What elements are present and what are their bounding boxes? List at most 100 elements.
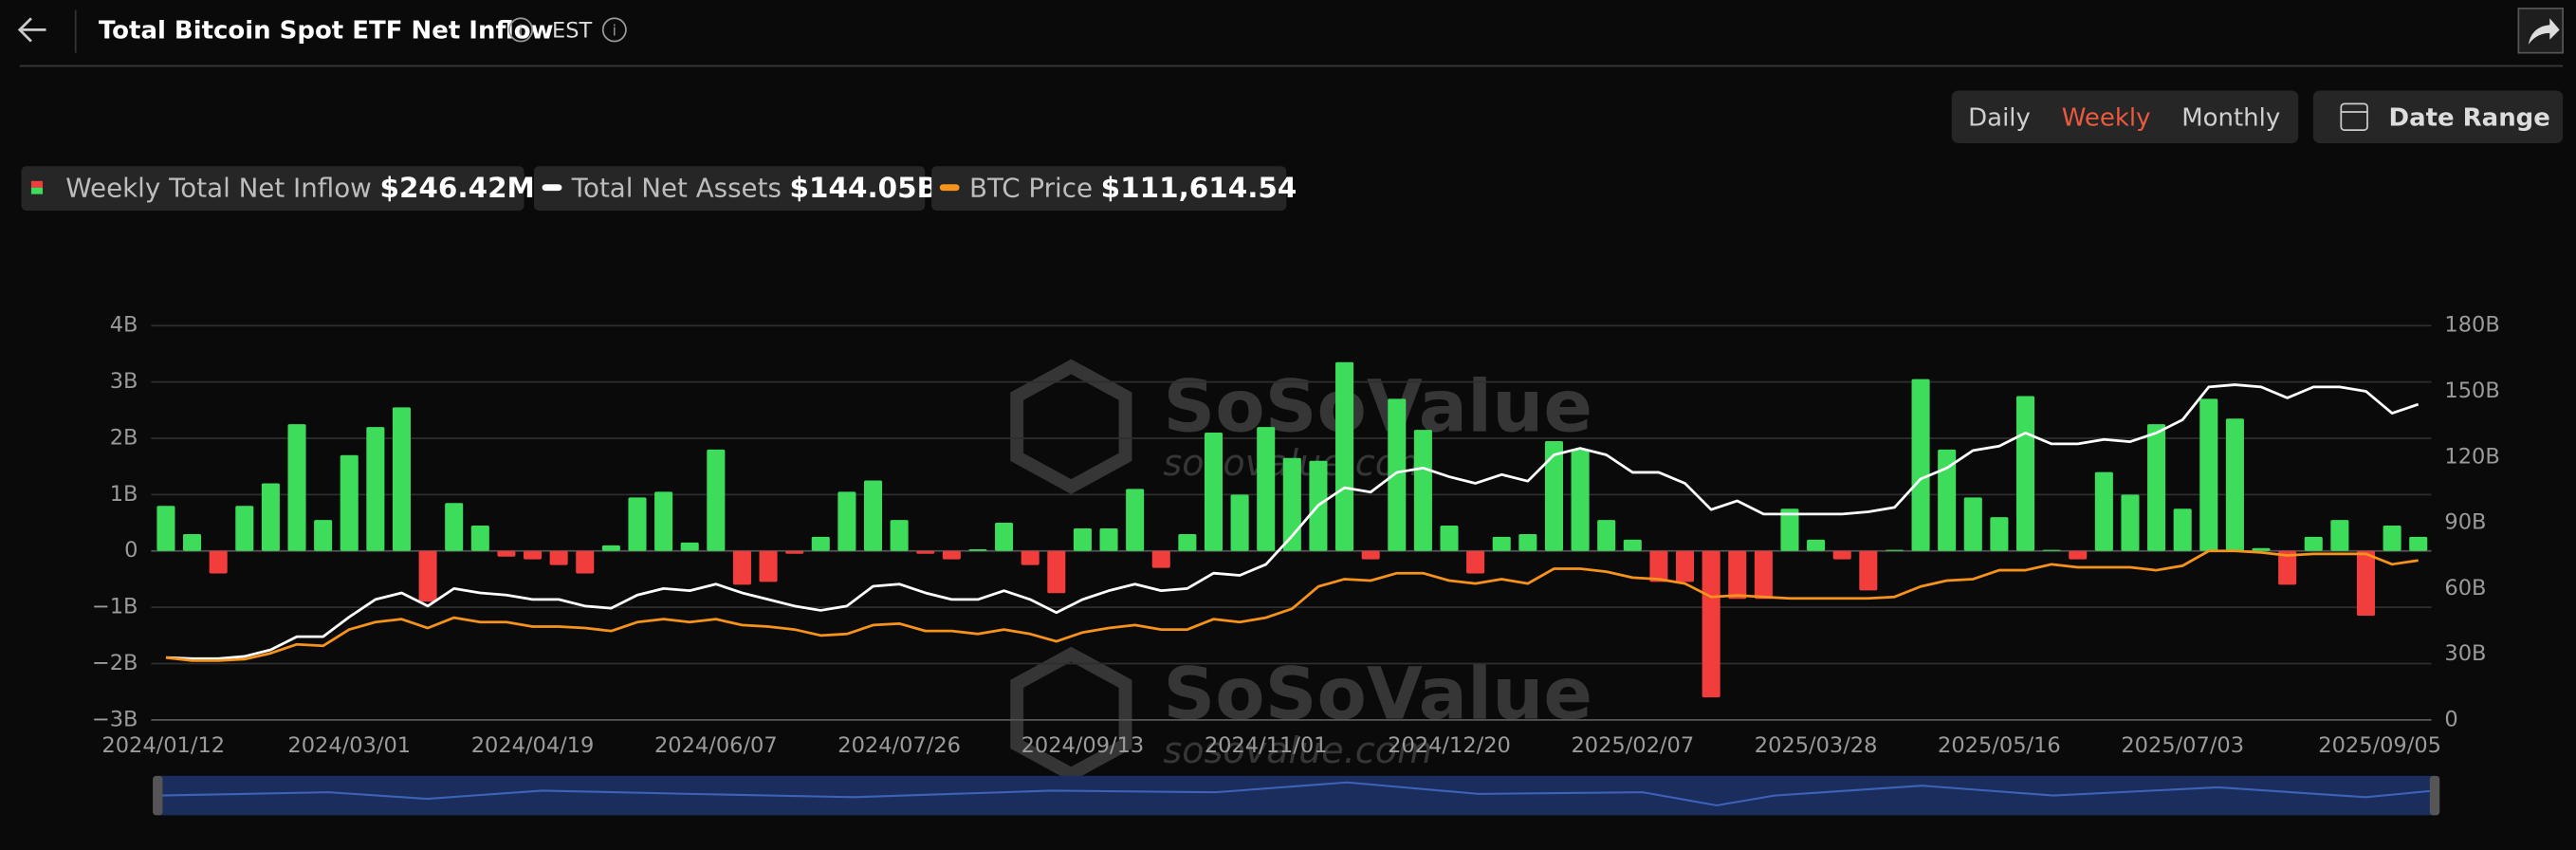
bar: [1702, 550, 1720, 698]
bar: [1623, 539, 1642, 551]
bar: [2330, 520, 2349, 551]
y2-tick-label: 120B: [2444, 444, 2499, 469]
bar: [2383, 526, 2401, 551]
period-button[interactable]: Weekly: [2062, 103, 2151, 132]
bar: [1518, 533, 1537, 551]
bar: [1126, 489, 1145, 551]
legend-swatch: [30, 180, 44, 188]
legend-label: BTC Price: [969, 172, 1093, 203]
legend-swatch: [30, 187, 44, 194]
bar: [1073, 528, 1092, 551]
bar: [863, 480, 883, 551]
legend-chip: [533, 166, 926, 211]
x-tick-label: 2024/06/07: [654, 733, 778, 758]
bar: [1492, 536, 1511, 551]
period-button[interactable]: Daily: [1968, 103, 2031, 132]
legend-label: Total Net Assets: [571, 172, 782, 203]
bar: [2094, 471, 2113, 551]
x-tick-label: 2024/03/01: [287, 733, 411, 758]
bar: [1204, 433, 1224, 551]
bar: [680, 542, 699, 551]
bar: [942, 550, 961, 560]
info-icon[interactable]: i: [601, 17, 627, 43]
date-range-button[interactable]: Date Range: [2312, 90, 2564, 143]
bar: [156, 506, 175, 551]
legend-item: BTC Price $111,614.54: [931, 166, 1297, 211]
page-title: Total Bitcoin Spot ETF Net Inflow: [99, 17, 554, 46]
bar: [654, 491, 673, 551]
legend-item: Weekly Total Net Inflow $246.42M: [21, 166, 535, 211]
date-range-label: Date Range: [2389, 103, 2550, 132]
y2-tick-label: 180B: [2444, 313, 2499, 338]
bar: [497, 550, 516, 557]
y-tick-label: 3B: [110, 369, 138, 394]
bar: [1361, 550, 1380, 560]
y2-tick-label: 60B: [2444, 576, 2486, 601]
bar: [1832, 550, 1851, 560]
bar: [2356, 550, 2376, 617]
share-button[interactable]: [2517, 8, 2565, 54]
bar: [1754, 550, 1773, 600]
range-navigator[interactable]: [153, 775, 2440, 816]
bar: [235, 506, 254, 551]
bar: [1413, 430, 1432, 551]
timezone: EST: [552, 19, 592, 44]
bar: [340, 454, 359, 551]
bar: [314, 520, 333, 551]
bar: [445, 503, 464, 551]
bar: [1151, 550, 1170, 568]
line-series: [165, 383, 2420, 660]
x-tick-label: 2025/03/28: [1755, 733, 1878, 758]
bar: [968, 548, 987, 551]
watermark-brand: SoSoValue: [1163, 363, 1592, 448]
y2-tick-label: 150B: [2444, 379, 2499, 403]
legend-value: $246.42M: [379, 172, 534, 204]
bar: [1335, 361, 1354, 551]
bar: [890, 520, 909, 551]
x-tick-label: 2024/12/20: [1388, 733, 1511, 758]
legend: Weekly Total Net Inflow $246.42M Total Net…: [21, 166, 1297, 211]
bar: [209, 550, 228, 574]
y-tick-label: −2B: [92, 651, 138, 675]
bar: [2121, 494, 2140, 551]
bar: [418, 550, 437, 602]
info-icon[interactable]: i: [508, 17, 534, 43]
bar: [1571, 449, 1590, 551]
bar: [392, 407, 411, 551]
bar: [2147, 424, 2166, 551]
bar: [811, 536, 830, 551]
x-tick-label: 2025/07/03: [2121, 733, 2244, 758]
y2-tick-label: 30B: [2444, 641, 2486, 666]
legend-chip: [931, 166, 1287, 211]
bar: [1649, 550, 1668, 582]
bar: [287, 424, 306, 551]
bar: [1021, 550, 1040, 565]
y-tick-label: 1B: [110, 482, 138, 507]
x-tick-label: 2024/09/13: [1021, 733, 1145, 758]
watermark-brand: SoSoValue: [1163, 651, 1592, 735]
bar: [2015, 396, 2035, 551]
bar: [628, 497, 647, 551]
bar: [1440, 526, 1459, 551]
bar: [1963, 497, 1982, 551]
period-toggle: [1951, 90, 2299, 143]
bar: [732, 550, 751, 585]
period-button[interactable]: Monthly: [2181, 103, 2280, 132]
watermark-site: sosovalue.com: [1163, 730, 1432, 771]
bar: [2069, 550, 2088, 560]
bar: [1544, 440, 1563, 551]
line-series: [165, 549, 2419, 662]
bar: [2042, 549, 2061, 551]
bar: [2304, 536, 2323, 551]
bar: [1597, 520, 1616, 551]
svg-text:i: i: [613, 23, 616, 40]
x-tick-label: 2024/07/26: [837, 733, 961, 758]
bar: [549, 550, 568, 565]
bar: [1676, 550, 1695, 582]
bar: [2173, 508, 2192, 551]
bar: [1885, 549, 1904, 551]
back-button[interactable]: [17, 17, 46, 43]
bar: [759, 550, 778, 582]
bar: [601, 545, 620, 551]
bar: [785, 550, 804, 554]
